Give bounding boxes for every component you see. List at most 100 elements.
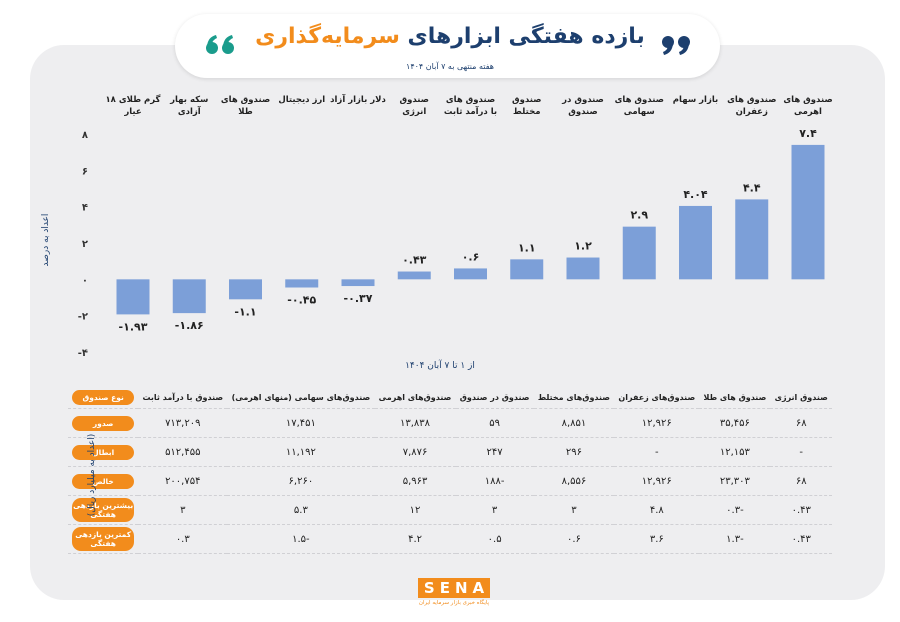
table-cell: ۰.۴۳ [770,524,832,554]
y-tick-label: ۸ [82,130,88,141]
value-label: -۱.۱ [234,305,256,318]
header-cell: صندوق‌های سهامی (منهای اهرمی) [227,386,375,409]
bar [172,279,206,314]
table-row: کمترین بازدهی هفتگی ۰.۳ -۱.۵ ۴.۲ ۰.۵ ۰.۶ ۳.۶ -۱… [68,524,832,554]
category-label: بازار سهام [672,95,719,105]
category-label: صندوق های اهرمی [783,95,833,117]
table-cell: صدور [68,408,139,438]
bar [229,279,262,300]
bar [341,279,375,287]
value-label: ۰.۴۳ [402,254,427,267]
tagline: پایگاه خبری بازار سرمایه ایران [418,600,490,606]
table-cell: ۵۹ [455,408,534,438]
table-cell: ۰.۳ [138,524,228,554]
title: بازده هفتگی ابزارهای سرمایه‌گذاری [240,24,660,49]
value-label: -۰.۴۵ [287,294,316,307]
quote-left [206,35,234,54]
bar [397,271,431,280]
value-label: ۱.۲ [574,240,592,253]
bar [622,226,656,280]
bar [454,268,487,280]
title-highlight: سرمایه‌گذاری [255,24,400,49]
y-tick-label: -۴ [78,348,88,359]
header-cell: صندوق انرژی [770,386,832,409]
row-label: کمترین بازدهی هفتگی [72,527,135,551]
table-cell: ۳ [533,495,615,525]
value-label: ۴.۴ [743,181,761,194]
table-cell: کمترین بازدهی هفتگی [68,524,139,554]
table-cell: ۴.۲ [374,524,456,554]
table-header-row: نوع صندوق صندوق با درآمد ثابت صندوق‌های سه… [68,386,832,409]
table-cell: ۳ [138,495,228,525]
bar [791,144,825,280]
value-label: ۰.۶ [462,250,480,263]
table-cell: ۲۹۶ [533,437,615,467]
value-label: ۴.۰۴ [683,188,708,201]
category-label: صندوق های زعفران [727,95,777,117]
table-cell: ۶,۲۶۰ [227,466,375,496]
title-main: بازده هفتگی ابزارهای [407,24,645,49]
value-label: ۷.۴ [799,127,817,140]
value-label: -۱.۸۶ [175,319,204,332]
bar [116,279,150,315]
category-label: صندوق های با درآمد ثابت [443,95,498,117]
table-cell: ابطال [68,437,139,467]
value-label: ۲.۹ [630,209,648,222]
table-cell: ۲۴۷ [455,437,534,467]
bar [735,199,769,280]
table-cell: -۱۸۸ [455,466,534,496]
table-cell: ۱۱,۱۹۲ [227,437,375,467]
y-tick-label: ۶ [82,166,88,177]
header-cell: نوع صندوق [68,386,139,409]
category-label: ارز دیجیتال [278,95,326,105]
table-cell: -۰.۳ [699,495,771,525]
value-label: ۱.۱ [518,241,536,254]
bar [566,257,600,280]
category-label: صندوق انرژی [399,95,429,117]
row-label: بیشترین بازدهی هفتگی [72,498,135,522]
category-label: دلار بازار آزاد [330,95,386,105]
category-label: صندوق در صندوق [562,95,604,117]
y-tick-label: ۰ [82,275,88,286]
table-cell: خالص [68,466,139,496]
header-cell: صندوق با درآمد ثابت [138,386,228,409]
table-cell: ۱۷,۴۵۱ [227,408,375,438]
title-pill [175,14,720,78]
category-label: صندوق های سهامی [614,95,664,117]
header-cell: صندوق در صندوق [455,386,534,409]
table-row: ابطال ۵۱۲,۴۵۵ ۱۱,۱۹۲ ۷,۸۷۶ ۲۴۷ ۲۹۶-۱۲,۱۵۳- [68,437,832,467]
header-cell: صندوق‌های اهرمی [374,386,456,409]
y-tick-label: ۲ [82,239,88,250]
table-row: بیشترین بازدهی هفتگی ۳ ۵.۳ ۱۲ ۳ ۳ ۴.۸ -۰.۳ ۰.۴۳ [68,495,832,525]
table-cell: ۰.۶ [533,524,615,554]
table-cell: ۵.۳ [227,495,375,525]
table-cell: - [770,437,832,467]
table-cell: ۲۳,۳۰۳ [699,466,771,496]
category-label: صندوق مختلط [512,95,542,117]
logo: SENA [418,578,490,598]
table-cell: ۳۵,۴۵۶ [699,408,771,438]
table-row: صدور ۷۱۳,۲۰۹ ۱۷,۴۵۱ ۱۳,۸۳۸ ۵۹ ۸,۸۵۱ ۱۲,۹۲۶ ۳۵,۴… [68,408,832,438]
row-label: خالص [72,473,135,489]
y-tick-label: -۲ [78,312,88,323]
row-label: ابطال [72,444,135,460]
category-label: گرم طلای ۱۸ عیار [105,95,161,117]
quote-right [662,36,690,55]
table-cell: ۷,۸۷۶ [374,437,456,467]
table-cell: -۱.۵ [227,524,375,554]
table-cell: - [614,437,700,467]
table-cell: ۱۲,۹۲۶ [614,408,700,438]
unit-note: (اعداد به میلیارد ریال) [87,433,97,517]
table-cell: ۳.۶ [614,524,700,554]
table-cell: ۶۸ [770,466,832,496]
x-note: از ۱ تا ۷ آبان ۱۴۰۴ [405,359,475,371]
table-cell: ۰.۵ [455,524,534,554]
table-cell: ۳ [455,495,534,525]
table-cell: ۵,۹۶۳ [374,466,456,496]
header-cell: صندوق‌های مختلط [533,386,615,409]
table-cell: ۷۱۳,۲۰۹ [138,408,228,438]
table-cell: ۶۸ [770,408,832,438]
value-label: -۱.۹۳ [119,320,148,333]
table-cell: ۵۱۲,۴۵۵ [138,437,228,467]
